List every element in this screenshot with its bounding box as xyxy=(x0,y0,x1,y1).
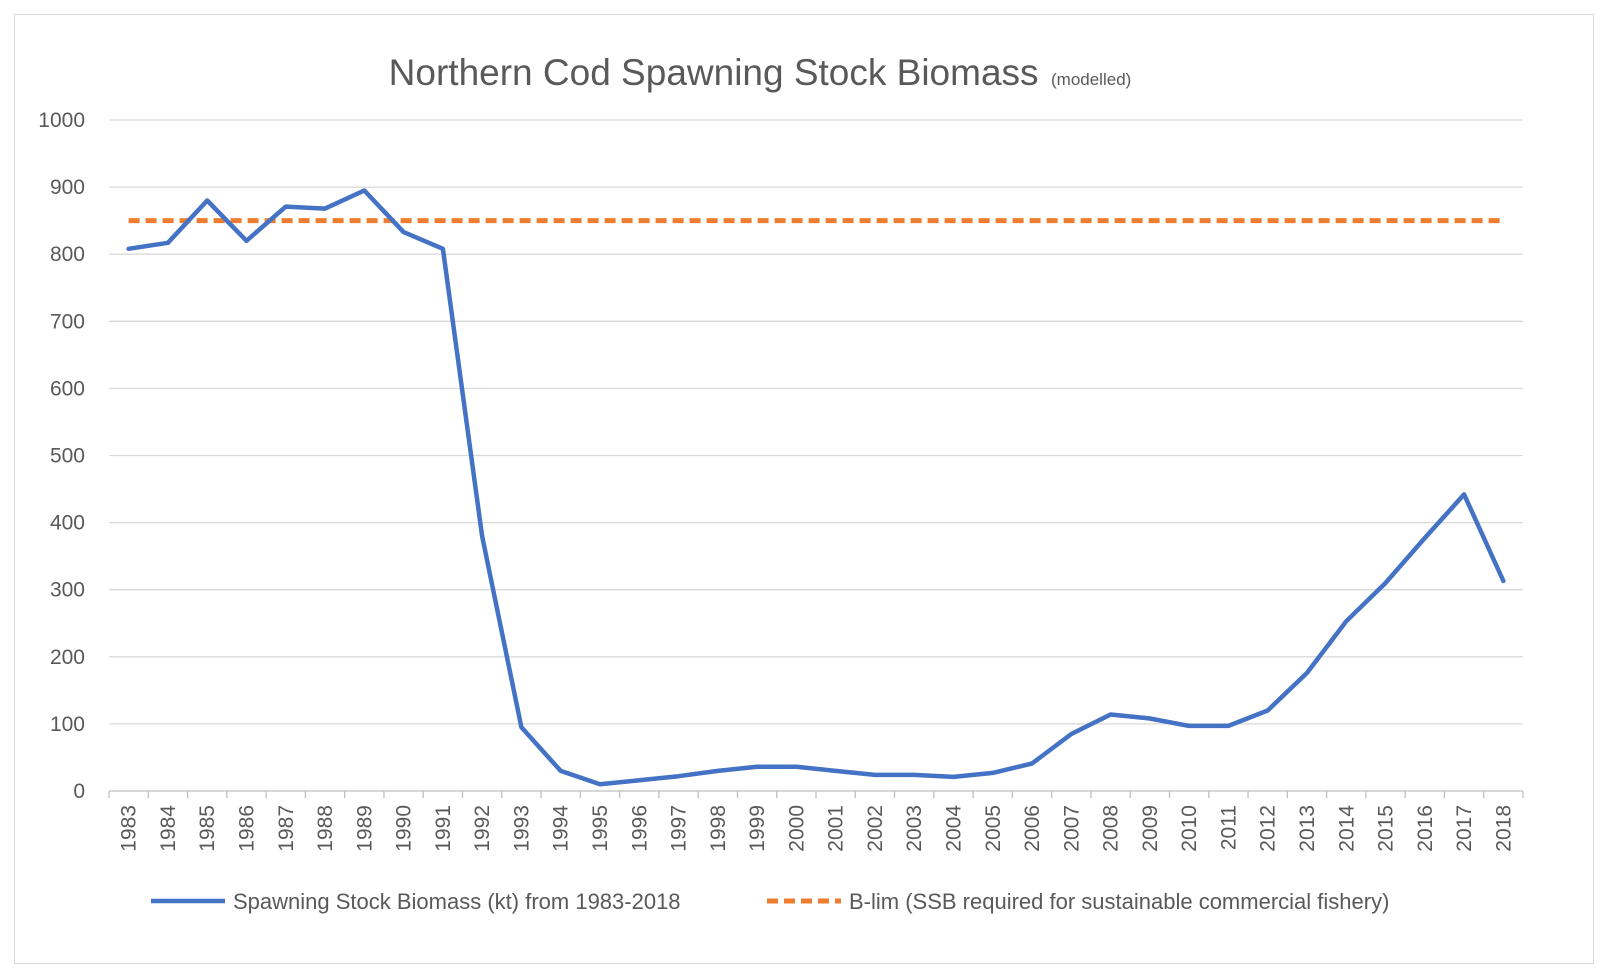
x-tick-label: 2005 xyxy=(982,805,1005,852)
grid-layer xyxy=(109,119,1523,792)
y-tick-label: 400 xyxy=(50,512,85,535)
x-tick-label: 1991 xyxy=(432,805,455,852)
x-tick-label: 2002 xyxy=(864,805,887,852)
legend-label-ssb: Spawning Stock Biomass (kt) from 1983-20… xyxy=(233,889,681,914)
x-tick-label: 1997 xyxy=(668,805,691,852)
x-tick-label: 1996 xyxy=(628,805,651,852)
chart-title-main: Northern Cod Spawning Stock Biomass xyxy=(389,52,1039,93)
x-tick-label: 1983 xyxy=(118,805,141,852)
x-tick-label: 2000 xyxy=(785,805,808,852)
chart-frame: Northern Cod Spawning Stock Biomass (mod… xyxy=(14,14,1594,964)
x-tick-label: 2001 xyxy=(825,805,848,852)
x-tick-label: 2015 xyxy=(1375,805,1398,852)
x-tick-label: 1995 xyxy=(589,805,612,852)
x-tick-label: 1984 xyxy=(157,805,180,852)
y-tick-label: 1000 xyxy=(38,109,85,132)
x-tick-label: 2007 xyxy=(1060,805,1083,852)
x-tick-label: 2012 xyxy=(1257,805,1280,852)
x-tick-label: 1993 xyxy=(510,805,533,852)
x-tick-label: 2016 xyxy=(1414,805,1437,852)
x-tick-label: 2010 xyxy=(1178,805,1201,852)
y-tick-label: 500 xyxy=(50,445,85,468)
chart-title-subtitle: (modelled) xyxy=(1051,70,1131,89)
x-tick-label: 2006 xyxy=(1021,805,1044,852)
x-tick-label: 2004 xyxy=(942,805,965,852)
x-axis-tick-labels: 1983 1984 1985 1986 1987 1988 1989 1990 1991 1992… xyxy=(108,791,1524,852)
x-tick-label: 1994 xyxy=(550,805,573,852)
x-tick-label: 1998 xyxy=(707,805,730,852)
series-layer xyxy=(126,188,1506,787)
x-tick-label: 1999 xyxy=(746,805,769,852)
y-axis-tick-labels: 0 100 200 300 400 500 600 700 800 900 1000 xyxy=(38,109,85,803)
legend: Spawning Stock Biomass (kt) from 1983-20… xyxy=(151,889,1389,914)
x-tick-label: 2018 xyxy=(1492,805,1515,852)
x-tick-label: 1988 xyxy=(314,805,337,852)
y-tick-label: 300 xyxy=(50,579,85,602)
y-tick-label: 100 xyxy=(50,713,85,736)
x-tick-label: 2014 xyxy=(1335,805,1358,852)
x-tick-label: 1992 xyxy=(471,805,494,852)
x-tick-label: 1989 xyxy=(353,805,376,852)
x-tick-label: 2011 xyxy=(1217,805,1240,850)
y-tick-label: 0 xyxy=(73,780,85,803)
x-tick-label: 1986 xyxy=(235,805,258,852)
x-tick-label: 2009 xyxy=(1139,805,1162,852)
legend-label-blim: B-lim (SSB required for sustainable comm… xyxy=(849,889,1389,914)
y-tick-label: 900 xyxy=(50,176,85,199)
x-tick-label: 1990 xyxy=(393,805,416,852)
chart-title: Northern Cod Spawning Stock Biomass (mod… xyxy=(389,52,1132,93)
x-tick-label: 1985 xyxy=(196,805,219,852)
y-tick-label: 200 xyxy=(50,646,85,669)
x-tick-label: 1987 xyxy=(275,805,298,852)
y-tick-label: 800 xyxy=(50,243,85,266)
x-tick-label: 2003 xyxy=(903,805,926,852)
x-tick-label: 2017 xyxy=(1453,805,1476,852)
x-tick-label: 2008 xyxy=(1100,805,1123,852)
chart-svg: Northern Cod Spawning Stock Biomass (mod… xyxy=(38,52,1524,914)
y-tick-label: 700 xyxy=(50,310,85,333)
series-line-ssb xyxy=(126,188,1506,787)
y-tick-label: 600 xyxy=(50,377,85,400)
x-tick-label: 2013 xyxy=(1296,805,1319,852)
